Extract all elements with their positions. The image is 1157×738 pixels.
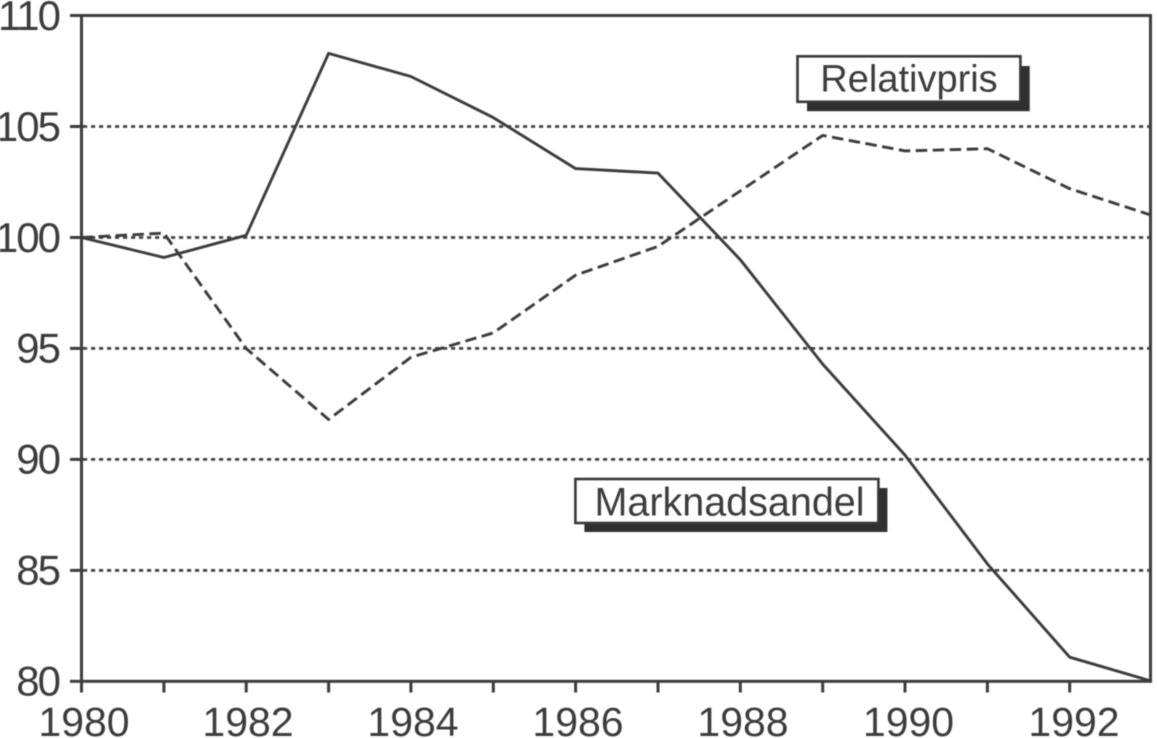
svg-text:1984: 1984 xyxy=(367,699,458,738)
svg-text:1986: 1986 xyxy=(532,699,623,738)
svg-text:85: 85 xyxy=(16,547,59,594)
svg-text:1982: 1982 xyxy=(202,699,293,738)
svg-text:1980: 1980 xyxy=(38,699,129,738)
svg-text:Marknadsandel: Marknadsandel xyxy=(594,481,864,525)
svg-text:1992: 1992 xyxy=(1028,699,1119,738)
svg-text:100: 100 xyxy=(0,214,60,261)
svg-text:1988: 1988 xyxy=(697,699,788,738)
svg-text:105: 105 xyxy=(0,103,60,150)
svg-text:110: 110 xyxy=(0,0,60,39)
svg-text:80: 80 xyxy=(16,658,59,705)
svg-text:95: 95 xyxy=(16,325,59,372)
svg-text:90: 90 xyxy=(16,436,59,483)
svg-text:1990: 1990 xyxy=(863,699,954,738)
svg-text:Relativpris: Relativpris xyxy=(820,59,997,101)
